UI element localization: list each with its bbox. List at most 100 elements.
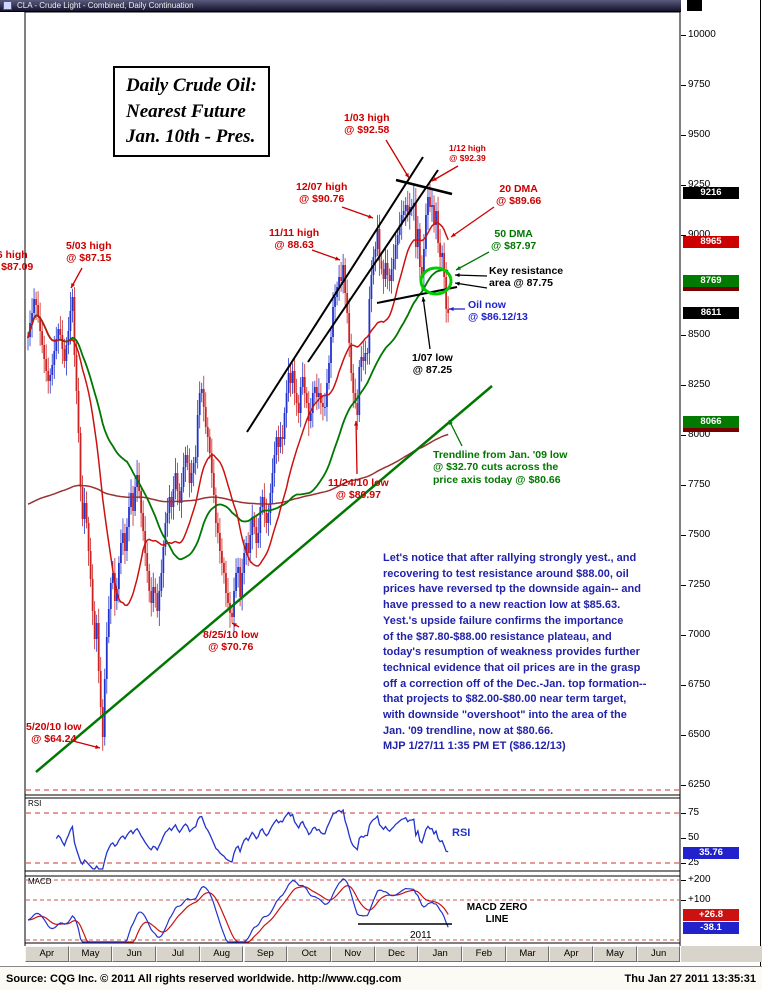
candle-body (194, 457, 197, 463)
candle-body (172, 489, 175, 507)
candle-body (259, 507, 262, 533)
candle-body (130, 493, 132, 507)
annotation-arrowhead (95, 744, 100, 749)
month-button-aug-4[interactable]: Aug (199, 946, 244, 962)
annotation-key-resistance: Key resistance area @ 87.75 (489, 265, 564, 290)
month-button-oct-6[interactable]: Oct (287, 946, 331, 962)
price-tick-label: 8250 (688, 379, 711, 390)
window-titlebar[interactable]: CLA - Crude Light - Combined, Daily Cont… (0, 0, 681, 12)
candle-body (105, 637, 108, 679)
candle-body (235, 573, 237, 591)
candle-body (55, 339, 58, 351)
candle-body (301, 377, 304, 387)
candle-body (427, 197, 429, 215)
candle-body (225, 573, 227, 593)
month-button-may-1[interactable]: May (68, 946, 113, 962)
candle-body (360, 357, 363, 367)
macd-tick-mark (681, 880, 686, 881)
candle-body (69, 311, 72, 331)
macd-plot-border (24, 875, 681, 944)
annotation-arrow (448, 419, 463, 447)
month-button-may-13[interactable]: May (593, 946, 637, 962)
month-button-jul-3[interactable]: Jul (156, 946, 200, 962)
candle-body (206, 427, 209, 437)
candle-body (279, 437, 282, 447)
candle-body (239, 567, 241, 597)
resistance-line (376, 286, 458, 304)
annotation-arrow (454, 274, 488, 277)
candle-body (196, 415, 199, 457)
channel-trendline-inner (307, 169, 439, 363)
annotation-arrowhead (232, 623, 237, 628)
month-button-apr-12[interactable]: Apr (549, 946, 594, 962)
candle-body (285, 393, 288, 413)
price-tick-label: 7750 (688, 479, 711, 490)
candle-body (148, 571, 151, 591)
candle-body (255, 527, 258, 543)
candle-body (299, 387, 302, 413)
candle-body (243, 553, 246, 573)
rsi-label: RSI (452, 827, 471, 839)
jan09-trendline (35, 385, 493, 773)
candle-body (322, 403, 324, 407)
annotation-low-0520: 5/20/10 low @ $64.24 (26, 721, 82, 746)
annotation-arrowhead (404, 173, 409, 178)
price-tick-label: 6500 (688, 729, 711, 740)
annotation-arrow (385, 139, 410, 179)
month-button-jan-9[interactable]: Jan (418, 946, 462, 962)
candle-body (156, 593, 159, 611)
candle-body (111, 573, 114, 583)
channel-trendline-upper (246, 156, 424, 433)
candle-body (338, 277, 340, 287)
candle-body (303, 377, 306, 393)
candle-body (253, 517, 256, 527)
month-button-dec-8[interactable]: Dec (374, 946, 419, 962)
annotation-arrowhead (456, 266, 461, 270)
month-button-jun-14[interactable]: Jun (636, 946, 681, 962)
annotation-oil-now: Oil now @ $86.12/13 (468, 299, 528, 324)
candle-body (202, 389, 205, 407)
month-button-apr-0[interactable]: Apr (25, 946, 69, 962)
chart-title-box: Daily Crude Oil: Nearest Future Jan. 10t… (113, 66, 270, 157)
candle-body (35, 299, 37, 305)
candle-body (406, 205, 409, 215)
candle-body (223, 563, 225, 573)
candle-body (324, 407, 326, 408)
candle-body (75, 355, 78, 391)
candle-body (287, 373, 290, 393)
window-title: CLA - Crude Light - Combined, Daily Cont… (17, 1, 194, 10)
candle-body (245, 543, 248, 553)
price-tick-label: 9250 (688, 179, 711, 190)
month-button-feb-10[interactable]: Feb (462, 946, 506, 962)
candle-body (83, 503, 86, 519)
candle-body (429, 197, 431, 207)
price-tick-label: 9750 (688, 79, 711, 90)
candle-body (433, 205, 435, 225)
month-button-nov-7[interactable]: Nov (330, 946, 375, 962)
price-tick-mark (681, 735, 686, 736)
price-tick-mark (681, 85, 686, 86)
macd-tick-mark (681, 900, 686, 901)
price-tick-label: 8000 (688, 429, 711, 440)
candle-body (140, 491, 143, 513)
candle-body (416, 229, 419, 247)
candle-body (334, 297, 336, 307)
annotation-arrow (431, 165, 459, 182)
month-button-jun-2[interactable]: Jun (112, 946, 157, 962)
price-tick-label: 10000 (688, 29, 716, 40)
candle-body (382, 269, 385, 279)
candle-body (216, 523, 219, 533)
candle-body (283, 413, 286, 439)
price-tick-mark (681, 585, 686, 586)
price-tick-mark (681, 335, 686, 336)
annotation-high-0503: 5/03 high @ $87.15 (66, 240, 112, 265)
candle-body (200, 389, 203, 393)
macd-panel-title: MACD (28, 877, 52, 886)
month-button-sep-5[interactable]: Sep (243, 946, 288, 962)
month-button-mar-11[interactable]: Mar (505, 946, 550, 962)
candle-body (212, 473, 215, 495)
candle-body (160, 573, 163, 591)
candle-body (208, 437, 211, 453)
annotation-high-0406: 4/6 high @ $87.09 (0, 249, 34, 274)
candle-body (57, 329, 60, 339)
